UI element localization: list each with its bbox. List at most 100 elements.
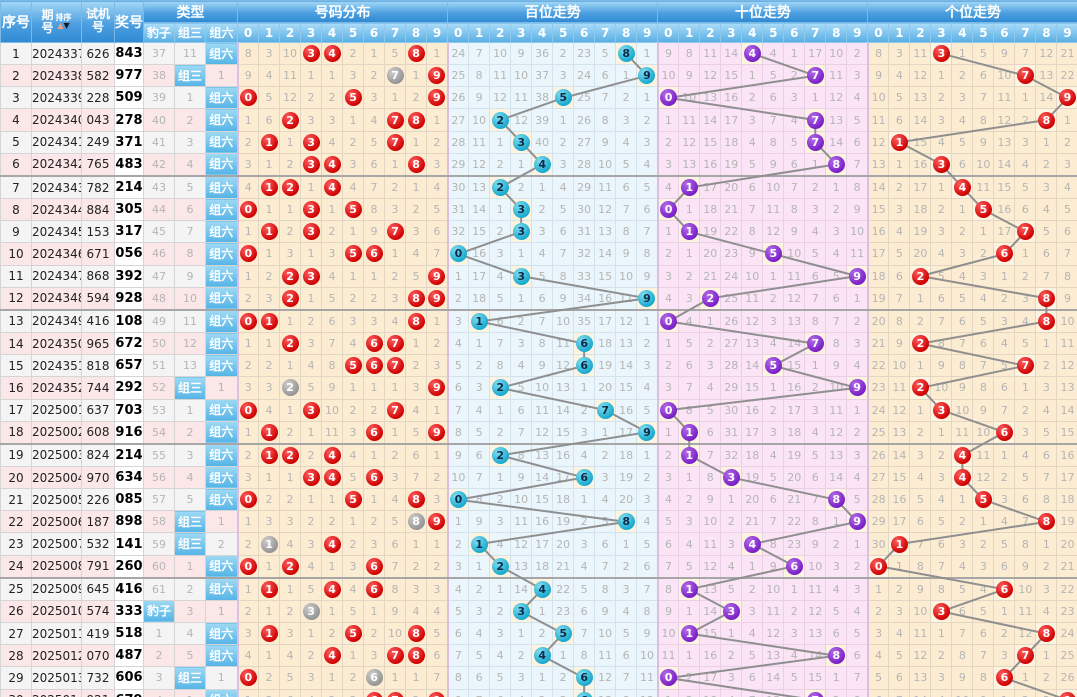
- dist-cell: 7: [384, 130, 407, 154]
- hundreds-cell: 5: [489, 666, 512, 690]
- dist-cell: 2: [279, 554, 302, 579]
- seq-cell: 3: [0, 86, 32, 110]
- tens-cell: 14: [699, 599, 722, 624]
- dist-cell: 8: [405, 644, 428, 668]
- dist-cell: 1: [279, 130, 302, 154]
- dist-cell: 3: [342, 64, 365, 88]
- units-cell: 7: [888, 286, 911, 311]
- type-miss-cell: 59: [143, 532, 175, 556]
- hundreds-cell: 7: [594, 554, 617, 579]
- period-cell: 2025001: [31, 398, 82, 422]
- tens-cell: 1: [846, 398, 869, 422]
- tens-cell: 11: [846, 242, 869, 266]
- hundreds-cell: 16: [615, 398, 638, 422]
- units-cell: 5: [930, 264, 953, 288]
- tens-cell: 2: [762, 398, 785, 422]
- subheader-type-0: 豹子: [143, 22, 175, 43]
- units-cell: 11: [888, 376, 911, 400]
- units-cell: 6: [909, 510, 932, 534]
- dist-ball: 7: [386, 223, 404, 241]
- tens-cell: 17: [720, 108, 743, 132]
- hundreds-cell: 3: [594, 465, 617, 490]
- tens-cell: 5: [762, 354, 785, 378]
- subheader-digit: 6: [783, 22, 806, 43]
- subheader-digit: 7: [804, 22, 827, 43]
- hundreds-cell: 4: [446, 577, 470, 601]
- type-miss-cell: 6: [174, 198, 206, 222]
- dist-cell: 3: [279, 622, 302, 646]
- units-cell: 19: [1056, 510, 1077, 534]
- type-miss-cell: 58: [143, 510, 175, 534]
- dist-cell: 7: [384, 220, 407, 244]
- prize-number-cell: 305: [114, 198, 144, 222]
- tens-cell: 10: [656, 64, 680, 88]
- units-cell: 2: [951, 510, 974, 534]
- dist-cell: 4: [405, 242, 428, 266]
- hundreds-cell: 5: [552, 86, 575, 110]
- tens-cell: 12: [804, 599, 827, 624]
- dist-cell: 1: [363, 599, 386, 624]
- dist-cell: 1: [258, 622, 281, 646]
- units-cell: 6: [888, 264, 911, 288]
- hundreds-cell: 3: [510, 599, 533, 624]
- tens-cell: 2: [804, 175, 827, 200]
- period-cell: 2024340: [31, 108, 82, 132]
- sort-asc-icon[interactable]: ▲: [57, 20, 64, 30]
- units-cell: 7: [1014, 64, 1037, 88]
- seq-cell: 22: [0, 510, 32, 534]
- hundreds-cell: 4: [531, 152, 554, 177]
- units-cell: 9: [866, 64, 890, 88]
- hundreds-cell: 12: [468, 152, 491, 177]
- sort-control[interactable]: 排序 ▲▼: [56, 13, 72, 30]
- hundreds-cell: 10: [552, 309, 575, 334]
- t-ball: 9: [848, 513, 866, 531]
- prize-number-cell: 916: [114, 420, 144, 445]
- table-row: 27 2025011 419 518 1 4 组六 3 1 3 1 2 5 2 10 8 5 6 4 3 1 2 5 7 10 5…: [0, 622, 1077, 646]
- units-cell: 5: [972, 488, 995, 512]
- units-cell: 6: [866, 688, 890, 697]
- units-cell: 6: [930, 286, 953, 311]
- units-cell: 1: [930, 420, 953, 445]
- hundreds-cell: 18: [468, 286, 491, 311]
- hundreds-cell: 4: [636, 376, 659, 400]
- hundreds-cell: 1: [573, 488, 596, 512]
- tens-cell: 24: [720, 264, 743, 288]
- type-miss-cell: 4: [143, 688, 175, 697]
- type-miss-cell: 3: [174, 599, 206, 624]
- dist-ball: 1: [260, 179, 278, 197]
- dist-cell: 5: [342, 86, 365, 110]
- dist-cell: 3: [384, 286, 407, 311]
- dist-ball: 5: [344, 625, 362, 643]
- h-ball: 9: [638, 67, 656, 85]
- hundreds-cell: 32: [573, 242, 596, 266]
- prize-number-cell: 679: [114, 688, 144, 697]
- dist-cell: 1: [258, 130, 281, 154]
- dist-cell: 1: [405, 532, 428, 556]
- header-period[interactable]: 期 号 排序 ▲▼: [31, 0, 82, 43]
- u-ball: 6: [995, 669, 1013, 687]
- hundreds-cell: 24: [573, 64, 596, 88]
- tens-cell: 7: [762, 510, 785, 534]
- hundreds-cell: 35: [573, 309, 596, 334]
- units-cell: 4: [930, 688, 953, 697]
- tens-cell: 30: [720, 398, 743, 422]
- h-ball: 6: [575, 469, 593, 487]
- dist-ball: 2: [281, 267, 299, 285]
- sort-desc-icon[interactable]: ▼: [63, 20, 70, 30]
- units-cell: 11: [866, 108, 890, 132]
- header-period-label: 期 号: [41, 7, 54, 35]
- tens-cell: 13: [699, 577, 722, 601]
- hundreds-cell: 28: [573, 152, 596, 177]
- dist-ball: 6: [365, 669, 383, 687]
- dist-cell: 4: [363, 108, 386, 132]
- hundreds-cell: 2: [446, 532, 470, 556]
- units-cell: 4: [930, 130, 953, 154]
- hundreds-cell: 5: [552, 198, 575, 222]
- dist-cell: 1: [405, 130, 428, 154]
- h-ball: 6: [575, 357, 593, 375]
- hundreds-cell: 8: [573, 644, 596, 668]
- hundreds-cell: 4: [531, 242, 554, 266]
- prize-number-cell: 977: [114, 64, 144, 88]
- hundreds-cell: 13: [552, 376, 575, 400]
- t-ball: 7: [806, 111, 824, 129]
